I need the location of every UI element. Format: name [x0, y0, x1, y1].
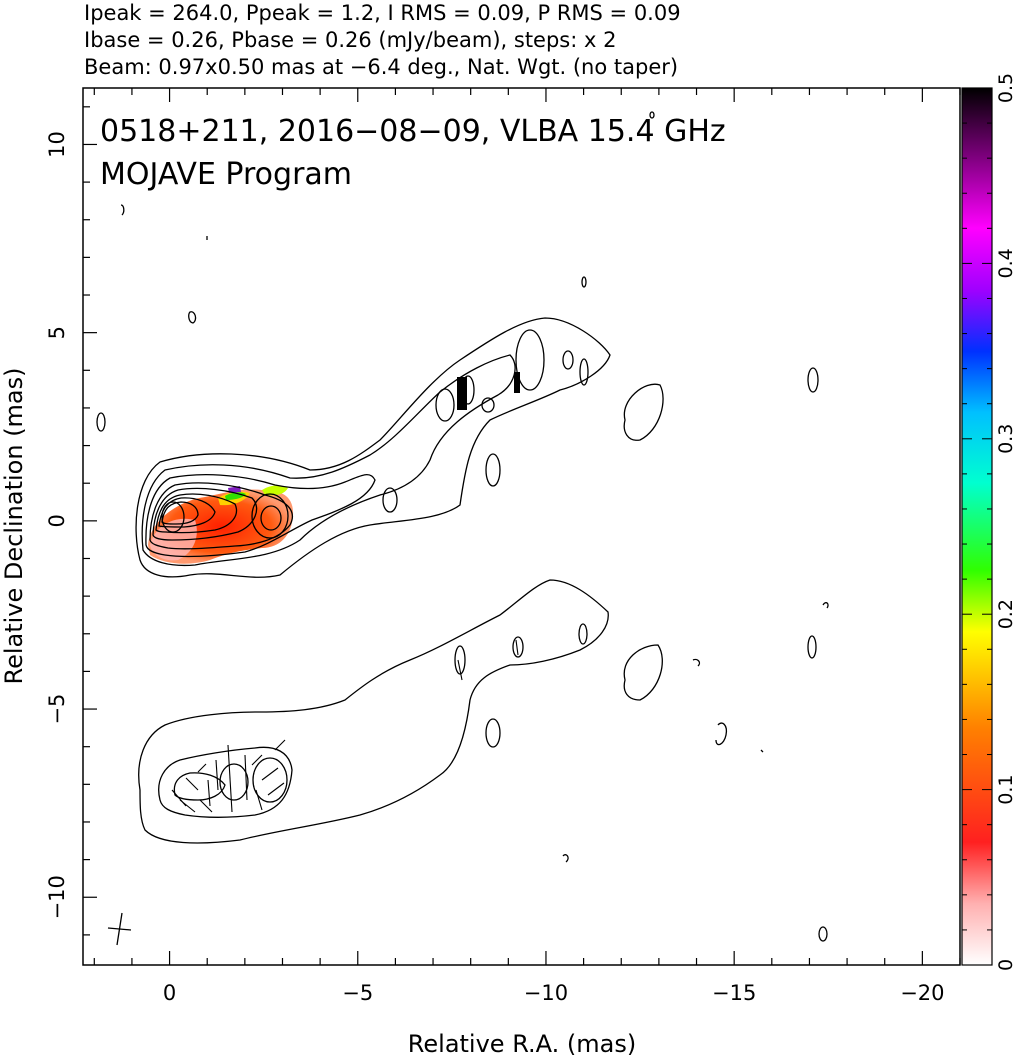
- header-line-3: Beam: 0.97x0.50 mas at −6.4 deg., Nat. W…: [84, 55, 678, 79]
- contour-knot-6: [515, 329, 545, 391]
- lower-contour-blob-9: [818, 926, 828, 942]
- contour-8: [161, 501, 199, 525]
- lower-contour-knot-2: [252, 757, 288, 803]
- lower-contour-blob-5: [692, 658, 701, 667]
- contour-knot-5: [481, 397, 495, 413]
- plot-frame: [82, 87, 961, 966]
- colorbar-tick-label: 0.2: [995, 599, 1017, 629]
- contour-knot-2: [382, 487, 398, 513]
- contour-blob-6: [120, 204, 125, 216]
- header-line-2: Ibase = 0.26, Pbase = 0.26 (mJy/beam), s…: [84, 28, 616, 52]
- contour-blob-4: [96, 412, 106, 432]
- contour-knot-3: [435, 388, 455, 422]
- y-axis-ticks: 10 5 0 −5 −10: [45, 106, 97, 936]
- lower-contour-blob-4: [807, 635, 817, 659]
- contour-knot-1-inner: [260, 505, 282, 531]
- contour-blob-9: [649, 111, 655, 119]
- contour-outer: [135, 317, 611, 578]
- colorbar-tick-label: 0.3: [995, 424, 1017, 454]
- annotation-program: MOJAVE Program: [100, 157, 352, 192]
- colorbar-tick-label: 0: [995, 959, 1017, 971]
- annotation-source: 0518+211, 2016−08−09, VLBA 15.4 GHz: [100, 114, 726, 149]
- beam-cross: [107, 912, 132, 946]
- contour-2: [141, 354, 516, 567]
- contour-knot-4: [461, 375, 475, 405]
- contour-peak: [161, 501, 185, 533]
- colorbar-tick-label: 0.1: [995, 774, 1017, 804]
- y-tick-label: 10: [45, 131, 69, 158]
- lower-contour-blob-7: [822, 602, 829, 609]
- lower-contour-knot-3: [454, 645, 466, 675]
- contour-blob-8: [581, 276, 587, 288]
- contour-knot-8: [579, 358, 589, 386]
- lower-contour-blob-10: [760, 749, 764, 753]
- colorbar: [961, 87, 993, 966]
- lower-contour-blob-6: [715, 722, 728, 746]
- lower-contour-blob-2: [578, 623, 588, 645]
- contour-6: [155, 493, 238, 534]
- lower-contour-map: [138, 579, 829, 942]
- x-tick-label: −20: [900, 981, 944, 1005]
- lower-contour-inner: [158, 746, 293, 818]
- y-axis-label: Relative Declination (mas): [0, 367, 28, 684]
- y-tick-label: 5: [45, 326, 69, 339]
- contour-blob-3: [807, 367, 819, 393]
- colorbar-tick-label: 0.4: [995, 248, 1017, 278]
- lower-contour-outer: [138, 579, 609, 844]
- pol-patch-black-2: [514, 372, 520, 393]
- contour-4: [149, 482, 293, 550]
- header-line-1: Ipeak = 264.0, Ppeak = 1.2, I RMS = 0.09…: [84, 1, 681, 25]
- x-tick-label: 0: [163, 981, 176, 1005]
- pol-patch-lime: [262, 485, 288, 496]
- lower-contour-core: [173, 772, 226, 801]
- y-tick-label: −10: [45, 875, 69, 919]
- lower-contour-knot-1: [219, 763, 249, 801]
- contour-blob-1: [485, 453, 501, 487]
- contour-blob-2: [623, 383, 664, 441]
- contour-5: [152, 487, 258, 541]
- x-tick-label: −5: [342, 981, 373, 1005]
- lower-contour-blob-1: [485, 718, 501, 748]
- y-tick-label: −5: [45, 694, 69, 725]
- contour-3: [145, 474, 376, 558]
- x-axis-label: Relative R.A. (mas): [408, 1030, 636, 1058]
- polarization-vectors: [171, 639, 519, 813]
- x-axis-ticks: 0 −5 −10 −15 −20: [93, 88, 961, 1005]
- colorbar-ticks: 0 0.1 0.2 0.3 0.4 0.5: [962, 73, 1017, 971]
- contour-blob-5: [188, 311, 197, 324]
- x-tick-label: −10: [524, 981, 568, 1005]
- y-tick-label: 0: [45, 514, 69, 527]
- lower-contour-knot-4: [512, 636, 524, 658]
- upper-contour-map: [96, 111, 819, 578]
- contour-knot-7: [562, 350, 574, 370]
- contour-knot-1: [251, 493, 289, 539]
- colorbar-tick-label: 0.5: [995, 73, 1017, 103]
- lower-contour-blob-3: [623, 644, 663, 701]
- x-tick-label: −15: [712, 981, 756, 1005]
- lower-contour-blob-8: [562, 854, 569, 863]
